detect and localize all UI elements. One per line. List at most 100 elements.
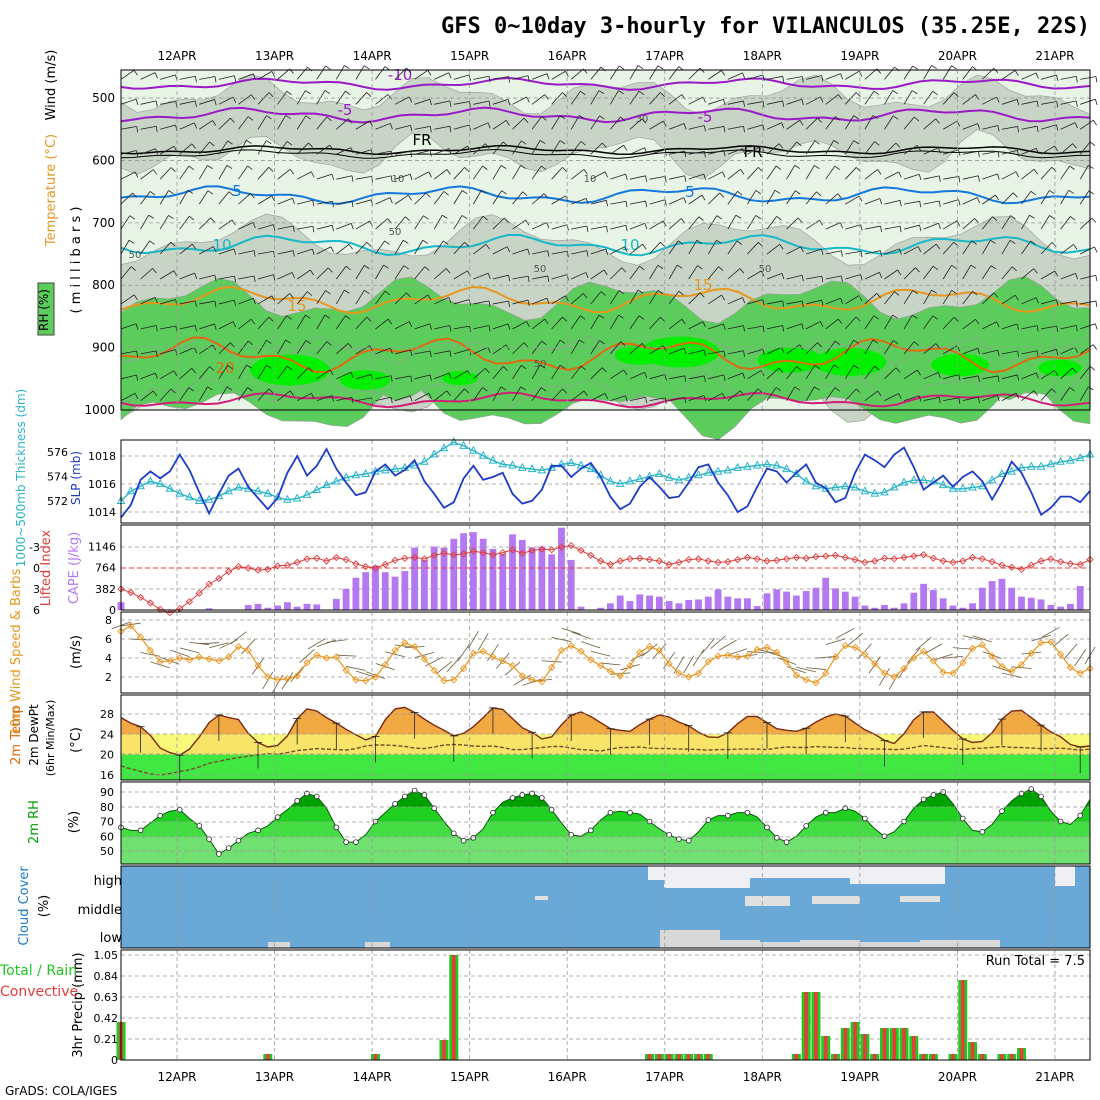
thickness-point — [508, 460, 517, 469]
wind-barb-flag — [583, 390, 588, 397]
thickness-point — [1026, 461, 1036, 470]
wind-barb-flag — [305, 90, 311, 95]
wind-barb — [238, 318, 252, 330]
wind-barb-flag — [716, 215, 723, 220]
wind-barb — [1060, 143, 1073, 155]
wind-barb — [982, 349, 998, 355]
wind10-barb — [962, 635, 983, 641]
wind-barb — [786, 274, 803, 280]
wind-barb-flag — [324, 314, 331, 319]
wind-barb-flag — [621, 267, 627, 273]
wind-barb — [531, 73, 548, 80]
wind-barb-flag — [170, 388, 176, 394]
lifted-index-point — [381, 560, 389, 569]
lifted-index-point — [557, 543, 566, 551]
wind10-speed-point — [146, 646, 155, 655]
wind-barb-flag — [286, 315, 292, 320]
lifted-index-point — [1066, 560, 1075, 568]
wind-barb — [590, 269, 605, 280]
contour-label: 5 — [232, 182, 242, 200]
wind-barb-flag — [192, 243, 197, 250]
wind-barb-flag — [723, 350, 726, 358]
lifted-index-point — [626, 555, 634, 563]
rh2-point — [901, 818, 907, 825]
wind-barb — [786, 366, 797, 380]
wind-barb — [786, 98, 802, 105]
wind-barb — [805, 321, 821, 330]
thickness-point — [302, 489, 312, 498]
wind-barb — [433, 169, 448, 180]
wind-barb — [747, 74, 763, 80]
thickness-point — [185, 492, 194, 501]
wind-barb-flag — [212, 120, 217, 126]
wind-barb-flag — [997, 173, 1000, 180]
wind-barb — [179, 165, 190, 180]
rh2-point — [999, 808, 1005, 814]
wind-barb — [884, 90, 893, 105]
cape-bar — [695, 599, 702, 610]
precip-convective-bar — [872, 1054, 877, 1060]
wind-barb-flag — [448, 297, 452, 304]
wind-barb — [257, 250, 274, 255]
contour-label: 15 — [287, 297, 306, 315]
wind-barb — [942, 120, 958, 130]
wind-barb-flag — [1029, 214, 1035, 219]
cape-bar — [998, 578, 1006, 610]
wind10-barb — [179, 647, 200, 654]
wind-barb — [708, 126, 725, 130]
wind-barb — [1040, 242, 1053, 255]
wind-barb — [238, 222, 254, 230]
wind-barb — [649, 220, 664, 230]
wind-barb — [434, 148, 450, 155]
rh2-point — [402, 793, 408, 800]
wind-barb-flag — [684, 375, 687, 382]
wind-barb — [590, 171, 606, 180]
cape-bar — [871, 607, 879, 610]
wind-barb-flag — [409, 395, 413, 402]
wind-barb-flag — [505, 120, 510, 126]
lifted-index-point — [567, 541, 575, 550]
wind10-speed-point — [430, 666, 438, 675]
wind-barb-flag — [935, 343, 940, 349]
wind-barb-flag — [880, 226, 882, 233]
wind-barb — [453, 388, 465, 401]
wind-barb — [884, 225, 901, 230]
wind-barb — [610, 267, 623, 280]
wind-barb — [629, 222, 646, 230]
wind10-barb — [620, 664, 640, 671]
axis-label: (°C) — [69, 727, 84, 753]
wind-barb-flag — [586, 225, 589, 233]
wind-barb-flag — [582, 293, 588, 299]
wind-barb-flag — [742, 148, 746, 155]
pressure-tick: 1000 — [84, 403, 115, 417]
wind-barb-flag — [835, 116, 841, 121]
wind-barb-flag — [507, 99, 511, 106]
wind-barb — [394, 265, 405, 280]
wind-barb — [433, 240, 444, 255]
wind-barb — [1021, 240, 1032, 255]
wind10-speed-point — [822, 669, 830, 677]
wind-barb-flag — [583, 169, 588, 175]
wind-barb-flag — [504, 217, 509, 223]
contour-label: FR — [743, 143, 762, 161]
wind-barb — [571, 390, 585, 401]
wind-barb — [727, 72, 743, 80]
wind-barb — [394, 375, 411, 380]
wind-barb — [884, 66, 895, 80]
wind-barb-flag — [247, 116, 254, 121]
precip-convective-bar — [804, 992, 808, 1060]
wind-barb-flag — [527, 75, 530, 82]
wind-barb — [492, 190, 502, 205]
wind-barb-flag — [598, 90, 605, 95]
wind-barb-flag — [992, 216, 998, 221]
wind-barb — [884, 142, 897, 155]
wind-barb — [982, 375, 999, 380]
wind-barb-flag — [997, 151, 1000, 158]
lifted-index-point — [440, 549, 448, 557]
wind-barb-flag — [680, 218, 686, 224]
wind-barb-flag — [1068, 189, 1074, 194]
wind-barb — [747, 190, 757, 205]
wind-barb-flag — [762, 74, 765, 81]
wind-barb-flag — [423, 215, 429, 220]
wind-barb-flag — [305, 340, 312, 345]
